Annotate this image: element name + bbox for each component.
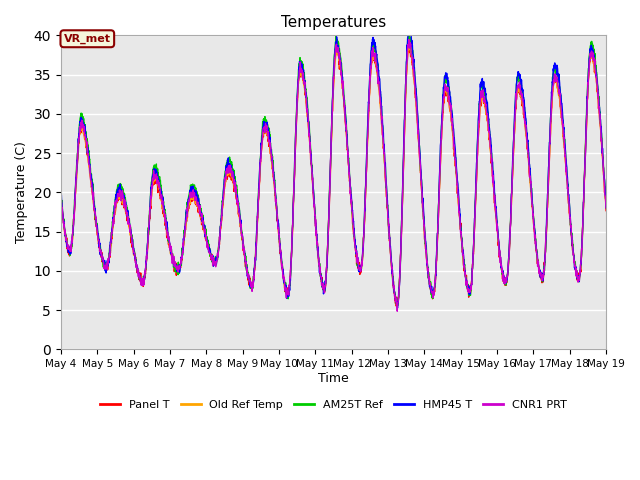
Panel T: [361, 206, 369, 212]
Panel T: [554, 84, 562, 89]
CNR1 PRT: [361, 204, 369, 209]
Y-axis label: Temperature (C): Temperature (C): [15, 142, 28, 243]
AM25T Ref: [393, 303, 401, 309]
Panel T: [570, 252, 577, 257]
Panel T: [492, 214, 500, 220]
AM25T Ref: [57, 191, 65, 197]
HMP45 T: [349, 216, 357, 222]
HMP45 T: [209, 253, 217, 259]
Panel T: [602, 208, 610, 214]
AM25T Ref: [602, 202, 610, 207]
X-axis label: Time: Time: [318, 372, 349, 385]
Legend: Panel T, Old Ref Temp, AM25T Ref, HMP45 T, CNR1 PRT: Panel T, Old Ref Temp, AM25T Ref, HMP45 …: [95, 396, 572, 415]
Old Ref Temp: [57, 193, 65, 199]
HMP45 T: [361, 208, 369, 214]
Old Ref Temp: [209, 258, 217, 264]
HMP45 T: [57, 190, 65, 195]
CNR1 PRT: [57, 194, 65, 200]
Panel T: [392, 303, 400, 309]
Old Ref Temp: [361, 207, 369, 213]
AM25T Ref: [405, 33, 413, 38]
AM25T Ref: [554, 77, 562, 83]
Old Ref Temp: [394, 301, 401, 307]
Panel T: [57, 190, 65, 195]
Panel T: [209, 263, 217, 269]
AM25T Ref: [361, 202, 369, 208]
CNR1 PRT: [394, 308, 401, 314]
HMP45 T: [570, 253, 577, 259]
HMP45 T: [554, 72, 562, 77]
HMP45 T: [394, 305, 401, 311]
CNR1 PRT: [349, 220, 357, 226]
AM25T Ref: [570, 250, 577, 256]
Line: Old Ref Temp: Old Ref Temp: [61, 47, 606, 304]
HMP45 T: [492, 208, 500, 214]
CNR1 PRT: [405, 36, 413, 42]
Panel T: [405, 45, 413, 50]
CNR1 PRT: [554, 84, 562, 89]
CNR1 PRT: [570, 251, 577, 256]
CNR1 PRT: [602, 204, 610, 210]
Title: Temperatures: Temperatures: [281, 15, 386, 30]
Old Ref Temp: [570, 252, 577, 258]
HMP45 T: [404, 33, 412, 38]
Old Ref Temp: [554, 90, 562, 96]
AM25T Ref: [492, 212, 500, 217]
CNR1 PRT: [209, 257, 217, 263]
Old Ref Temp: [406, 44, 413, 49]
AM25T Ref: [349, 221, 357, 227]
HMP45 T: [602, 205, 610, 211]
Line: Panel T: Panel T: [61, 48, 606, 306]
Text: VR_met: VR_met: [64, 34, 111, 44]
AM25T Ref: [209, 256, 217, 262]
Line: HMP45 T: HMP45 T: [61, 36, 606, 308]
Line: CNR1 PRT: CNR1 PRT: [61, 39, 606, 311]
Old Ref Temp: [602, 204, 610, 209]
Line: AM25T Ref: AM25T Ref: [61, 36, 606, 306]
Old Ref Temp: [349, 222, 357, 228]
Old Ref Temp: [492, 215, 500, 221]
CNR1 PRT: [492, 216, 500, 222]
Panel T: [349, 225, 357, 231]
